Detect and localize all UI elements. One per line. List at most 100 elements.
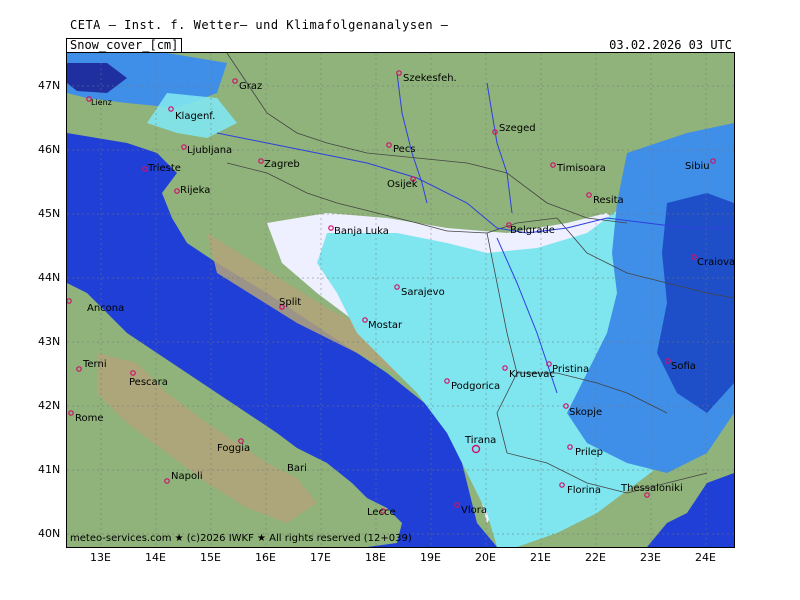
city-label: Florina bbox=[567, 485, 601, 496]
city-label: Split bbox=[279, 297, 301, 308]
city-label: Pristina bbox=[552, 364, 589, 375]
lon-label: 13E bbox=[90, 551, 111, 564]
city-marker-rome bbox=[68, 410, 74, 416]
city-marker-sofia bbox=[665, 358, 671, 364]
lon-label: 14E bbox=[145, 551, 166, 564]
city-label: Trieste bbox=[147, 163, 181, 174]
city-marker-resita bbox=[586, 192, 592, 198]
graticule bbox=[67, 53, 734, 547]
city-marker-skopje bbox=[563, 403, 569, 409]
city-marker-pescara bbox=[130, 370, 136, 376]
city-label: Lienz bbox=[91, 98, 112, 107]
city-label: Craiova bbox=[697, 257, 734, 268]
city-marker-graz bbox=[232, 78, 238, 84]
city-label: Sarajevo bbox=[401, 287, 445, 298]
map-title: CETA — Inst. f. Wetter— und Klimafolgena… bbox=[70, 18, 449, 32]
city-label: Ancona bbox=[87, 303, 124, 314]
city-label: Belgrade bbox=[510, 225, 555, 236]
city-marker-terni bbox=[76, 366, 82, 372]
alps-deep-snow bbox=[67, 63, 127, 93]
city-label: Tirana bbox=[464, 435, 496, 446]
city-marker-vlora bbox=[454, 502, 460, 508]
city-label: Vlora bbox=[461, 505, 487, 516]
city-marker-zagreb bbox=[258, 158, 264, 164]
city-marker-podgorica bbox=[444, 378, 450, 384]
city-marker-krusevac bbox=[502, 365, 508, 371]
city-label: Timisoara bbox=[556, 163, 606, 174]
city-label: Napoli bbox=[171, 471, 203, 482]
city-marker-split bbox=[279, 304, 285, 310]
city-label: Osijek bbox=[387, 179, 418, 190]
lon-label: 20E bbox=[475, 551, 496, 564]
city-marker-trieste bbox=[142, 166, 148, 172]
city-marker-florina bbox=[559, 482, 565, 488]
city-marker-pristina bbox=[546, 361, 552, 367]
city-marker-ancona bbox=[67, 298, 72, 304]
lon-label: 18E bbox=[365, 551, 386, 564]
city-marker-klagenfurt bbox=[168, 106, 174, 112]
city-label: Krusevac bbox=[509, 369, 555, 380]
city-label: Terni bbox=[82, 359, 107, 370]
city-label: Rijeka bbox=[180, 185, 210, 196]
city-marker-tirana bbox=[471, 444, 481, 454]
city-marker-lecce bbox=[380, 508, 386, 514]
city-label: Podgorica bbox=[451, 381, 500, 392]
snow-deep bbox=[657, 193, 734, 413]
lon-label: 15E bbox=[200, 551, 221, 564]
alps-cyan bbox=[147, 93, 237, 138]
city-label: Mostar bbox=[368, 320, 403, 331]
city-label: Thessaloniki bbox=[620, 483, 683, 494]
city-marker-lienz bbox=[86, 96, 92, 102]
city-label: Bari bbox=[287, 463, 307, 474]
city-labels: Graz Szekesfeh. Klagenf. Szeged Lienz Lj… bbox=[75, 73, 734, 518]
lon-label: 17E bbox=[310, 551, 331, 564]
map-canvas bbox=[67, 53, 734, 547]
city-label: Resita bbox=[593, 195, 624, 206]
lon-label: 21E bbox=[530, 551, 551, 564]
city-marker-szeged bbox=[492, 129, 498, 135]
city-label: Klagenf. bbox=[175, 111, 215, 122]
italy-landmass bbox=[67, 283, 402, 547]
lat-label: 42N bbox=[38, 399, 61, 412]
lat-label: 47N bbox=[38, 79, 61, 92]
city-label: Prilep bbox=[575, 447, 603, 458]
city-marker-prilep bbox=[567, 444, 573, 450]
valid-datetime: 03.02.2026 03 UTC bbox=[609, 38, 732, 52]
city-marker-belgrade bbox=[506, 222, 512, 228]
lon-label: 23E bbox=[640, 551, 661, 564]
lat-label: 40N bbox=[38, 527, 61, 540]
city-marker-banja-luka bbox=[328, 225, 334, 231]
city-label: Sofia bbox=[671, 361, 696, 372]
country-borders bbox=[226, 53, 734, 494]
lon-label: 16E bbox=[255, 551, 276, 564]
map-area[interactable]: Graz Szekesfeh. Klagenf. Szeged Lienz Lj… bbox=[66, 52, 735, 548]
city-label: Sibiu bbox=[685, 161, 710, 172]
city-marker-sarajevo bbox=[394, 284, 400, 290]
city-marker-craiova bbox=[691, 254, 697, 260]
lon-label: 22E bbox=[585, 551, 606, 564]
city-markers bbox=[67, 70, 716, 514]
city-marker-szekesfehervar bbox=[396, 70, 402, 76]
lat-label: 46N bbox=[38, 143, 61, 156]
city-label: Lecce bbox=[367, 507, 396, 518]
city-marker-pecs bbox=[386, 142, 392, 148]
city-label: Zagreb bbox=[264, 159, 300, 170]
lat-label: 45N bbox=[38, 207, 61, 220]
city-label: Banja Luka bbox=[334, 226, 389, 237]
city-label: Szeged bbox=[499, 123, 536, 134]
city-label: Ljubljana bbox=[187, 145, 232, 156]
city-marker-foggia bbox=[238, 438, 244, 444]
lon-label: 24E bbox=[695, 551, 716, 564]
city-marker-napoli bbox=[164, 478, 170, 484]
city-label: Rome bbox=[75, 413, 104, 424]
copyright-footer: meteo-services.com ★ (c)2026 IWKF ★ All … bbox=[70, 533, 412, 544]
lat-label: 43N bbox=[38, 335, 61, 348]
cities-layer: Graz Szekesfeh. Klagenf. Szeged Lienz Lj… bbox=[67, 70, 734, 518]
rivers bbox=[216, 72, 734, 394]
city-marker-ljubljana bbox=[181, 144, 187, 150]
city-label: Graz bbox=[239, 81, 262, 92]
lat-label: 44N bbox=[38, 271, 61, 284]
dinaric-hills bbox=[207, 233, 427, 403]
italy-hills bbox=[97, 353, 317, 523]
city-marker-mostar bbox=[362, 317, 368, 323]
